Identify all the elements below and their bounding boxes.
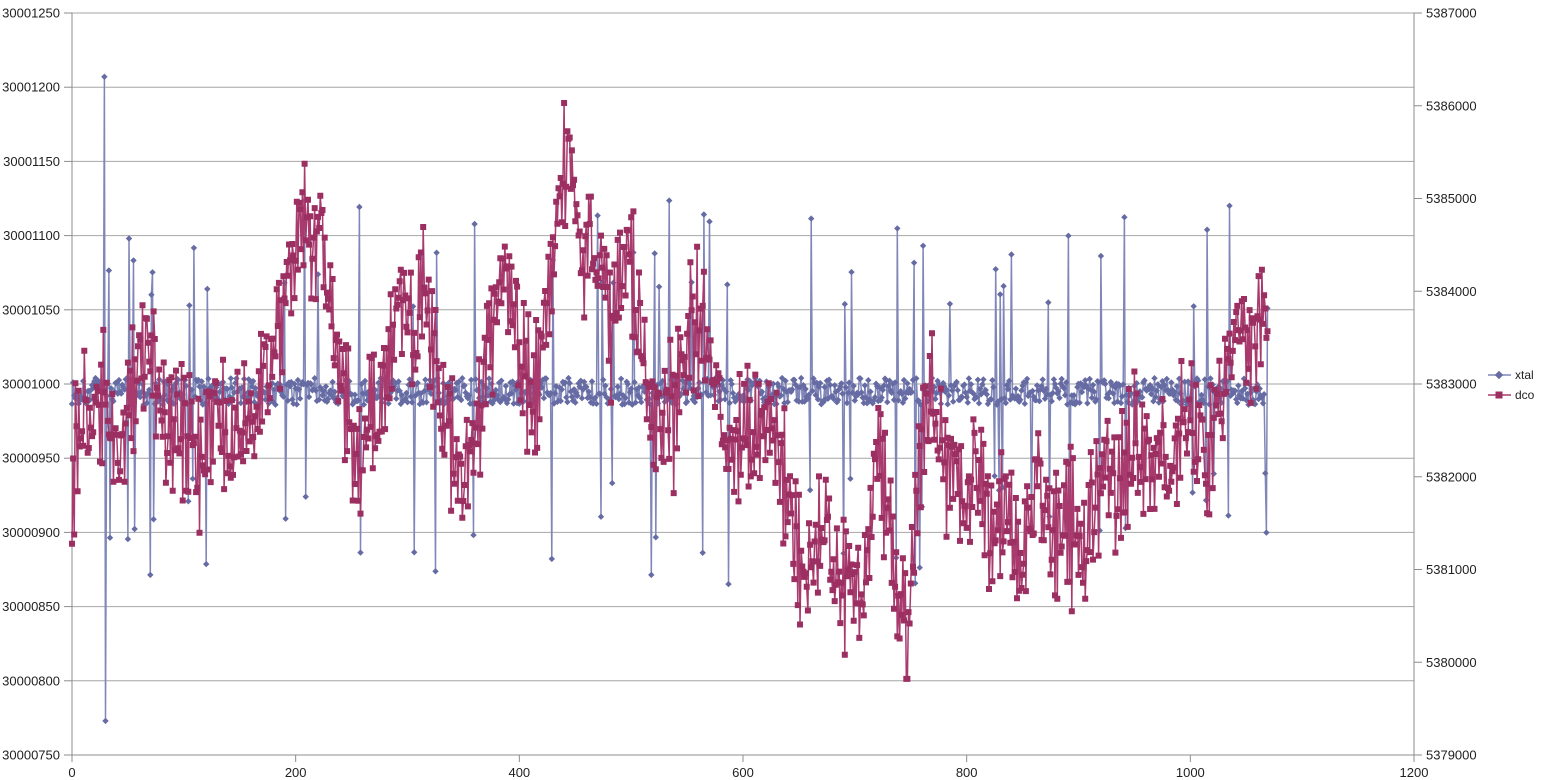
x-tick-label: 0 bbox=[68, 765, 75, 780]
x-tick-label: 1000 bbox=[1176, 765, 1205, 780]
legend-label-xtal: xtal bbox=[1515, 368, 1534, 382]
legend-item-xtal[interactable]: xtal bbox=[1488, 369, 1534, 381]
y-left-tick-label: 30000800 bbox=[2, 673, 60, 688]
y-left-tick-label: 30000900 bbox=[2, 525, 60, 540]
y-left-tick-label: 30001200 bbox=[2, 80, 60, 95]
x-tick-label: 200 bbox=[285, 765, 307, 780]
x-tick-label: 400 bbox=[508, 765, 530, 780]
y-left-tick-label: 30000950 bbox=[2, 451, 60, 466]
y-left-tick-label: 30001000 bbox=[2, 377, 60, 392]
y-left-tick-label: 30001050 bbox=[2, 302, 60, 317]
y-right-tick-label: 5379000 bbox=[1426, 748, 1477, 763]
y-right-tick-label: 5381000 bbox=[1426, 562, 1477, 577]
series-dco bbox=[69, 100, 1271, 682]
y-right-tick-label: 5382000 bbox=[1426, 469, 1477, 484]
y-left-tick-label: 30000750 bbox=[2, 748, 60, 763]
y-right-tick-label: 5385000 bbox=[1426, 191, 1477, 206]
y-left-tick-label: 30000850 bbox=[2, 599, 60, 614]
series-dco-markers bbox=[69, 100, 1271, 682]
y-right-tick-label: 5386000 bbox=[1426, 98, 1477, 113]
y-right-tick-label: 5387000 bbox=[1426, 6, 1477, 21]
y-left-tick-label: 30001100 bbox=[3, 228, 60, 243]
xtal-marker-icon bbox=[1488, 370, 1511, 380]
y-right-tick-label: 5383000 bbox=[1426, 377, 1477, 392]
x-tick-label: 600 bbox=[732, 765, 754, 780]
y-left-tick-label: 30001250 bbox=[2, 6, 60, 21]
legend-item-dco[interactable]: dco bbox=[1488, 389, 1534, 401]
axes: 30001250 30001200 30001150 30001100 30001050… bbox=[2, 6, 1476, 780]
y-left-tick-label: 30001150 bbox=[3, 154, 60, 169]
legend-label-dco: dco bbox=[1515, 388, 1535, 402]
x-tick-label: 1200 bbox=[1400, 765, 1429, 780]
y-right-tick-label: 5380000 bbox=[1426, 655, 1477, 670]
x-tick-label: 800 bbox=[956, 765, 978, 780]
legend: xtal dco bbox=[1488, 369, 1534, 401]
y-right-tick-label: 5384000 bbox=[1426, 284, 1477, 299]
dco-marker-icon bbox=[1488, 391, 1511, 399]
